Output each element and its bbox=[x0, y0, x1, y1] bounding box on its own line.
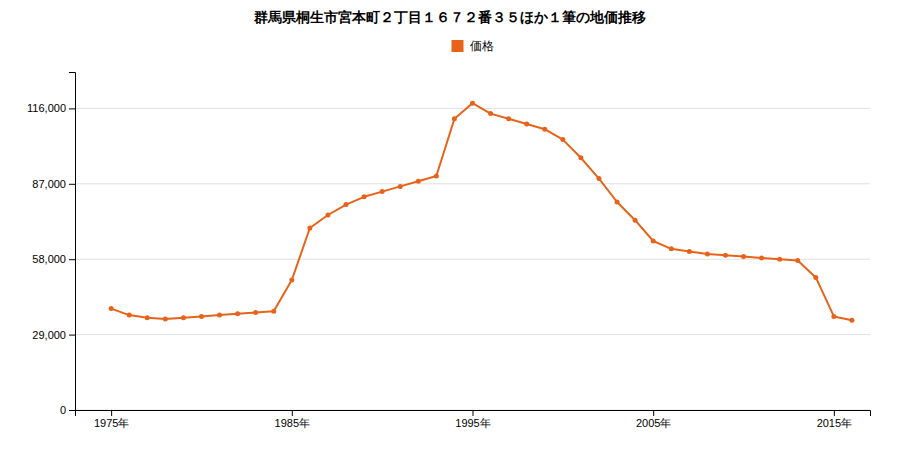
point bbox=[362, 194, 367, 199]
y-tick-mark bbox=[69, 410, 75, 411]
point bbox=[651, 239, 656, 244]
x-tick: 2005年 bbox=[636, 410, 671, 429]
point bbox=[813, 275, 818, 280]
point bbox=[235, 311, 240, 316]
x-axis-line bbox=[76, 411, 871, 417]
point bbox=[470, 101, 475, 106]
x-tick-mark bbox=[473, 410, 474, 416]
title: 群馬県桐生市宮本町２丁目１６７２番３５ほか１筆の地価推移 bbox=[253, 9, 646, 25]
point bbox=[380, 189, 385, 194]
point bbox=[434, 174, 439, 179]
x-tick-label: 1995年 bbox=[455, 417, 490, 429]
y-tick-label: 116,000 bbox=[27, 102, 66, 114]
x-tick-mark bbox=[292, 410, 293, 416]
point bbox=[705, 252, 710, 257]
y-tick-label: 87,000 bbox=[32, 178, 66, 190]
x-tick-label: 1975年 bbox=[94, 417, 129, 429]
point bbox=[344, 202, 349, 207]
y-tick-label: 58,000 bbox=[32, 253, 66, 265]
point bbox=[289, 278, 294, 283]
x-tick: 2015年 bbox=[817, 410, 852, 429]
point bbox=[687, 249, 692, 254]
point bbox=[271, 309, 276, 314]
y-tick: 87,000 bbox=[32, 178, 75, 190]
x-axis: 1975年 1985年 1995年 2005年 2015年 bbox=[76, 410, 871, 429]
point bbox=[524, 122, 529, 127]
plot-area bbox=[109, 101, 855, 323]
x-tick-label: 1985年 bbox=[275, 417, 310, 429]
point bbox=[615, 200, 620, 205]
point bbox=[416, 179, 421, 184]
point bbox=[506, 116, 511, 121]
x-tick-label: 2015年 bbox=[817, 417, 852, 429]
point bbox=[488, 111, 493, 116]
y-tick-mark bbox=[69, 108, 75, 109]
point bbox=[596, 176, 601, 181]
legend-label: 価格 bbox=[470, 39, 494, 53]
point bbox=[741, 254, 746, 259]
y-axis: 0 29,000 58,000 87,000 116,000 bbox=[27, 73, 75, 417]
y-axis-line bbox=[69, 73, 76, 411]
grid-line bbox=[75, 259, 870, 260]
y-tick: 58,000 bbox=[32, 253, 75, 265]
point bbox=[669, 246, 674, 251]
point bbox=[199, 314, 204, 319]
x-tick-mark bbox=[653, 410, 654, 416]
legend: 価格 bbox=[452, 39, 494, 53]
point bbox=[145, 315, 150, 320]
point bbox=[307, 226, 312, 231]
point bbox=[542, 127, 547, 132]
y-tick-mark bbox=[69, 335, 75, 336]
legend-swatch bbox=[452, 40, 464, 52]
y-tick: 29,000 bbox=[32, 329, 75, 341]
point bbox=[452, 116, 457, 121]
point bbox=[759, 255, 764, 260]
point bbox=[633, 218, 638, 223]
x-tick: 1995年 bbox=[455, 410, 490, 429]
point bbox=[181, 315, 186, 320]
chart: 1975年 1985年 1995年 2005年 2015年 0 29,000 58,000 87… bbox=[0, 0, 900, 450]
grid bbox=[75, 108, 870, 410]
y-tick: 0 bbox=[60, 404, 75, 416]
point bbox=[578, 155, 583, 160]
y-tick-mark bbox=[69, 184, 75, 185]
x-tick-mark bbox=[834, 410, 835, 416]
y-tick: 116,000 bbox=[27, 102, 75, 114]
y-tick-label: 29,000 bbox=[32, 329, 66, 341]
legend-item: 価格 bbox=[452, 39, 494, 53]
point bbox=[217, 313, 222, 318]
y-tick-mark bbox=[69, 259, 75, 260]
point bbox=[795, 258, 800, 263]
point bbox=[777, 257, 782, 262]
x-tick: 1975年 bbox=[94, 410, 129, 429]
y-tick-label: 0 bbox=[60, 404, 66, 416]
point bbox=[127, 313, 132, 318]
grid-line bbox=[75, 108, 870, 109]
point bbox=[723, 253, 728, 258]
point bbox=[109, 306, 114, 311]
point bbox=[831, 314, 836, 319]
point bbox=[560, 137, 565, 142]
grid-line bbox=[75, 334, 870, 335]
point bbox=[253, 310, 258, 315]
point bbox=[849, 318, 854, 323]
point bbox=[163, 317, 168, 322]
x-tick: 1985年 bbox=[275, 410, 310, 429]
grid-line bbox=[75, 183, 870, 184]
point bbox=[398, 184, 403, 189]
point bbox=[325, 213, 330, 218]
x-tick-mark bbox=[111, 410, 112, 416]
x-tick-label: 2005年 bbox=[636, 417, 671, 429]
line bbox=[111, 103, 852, 320]
